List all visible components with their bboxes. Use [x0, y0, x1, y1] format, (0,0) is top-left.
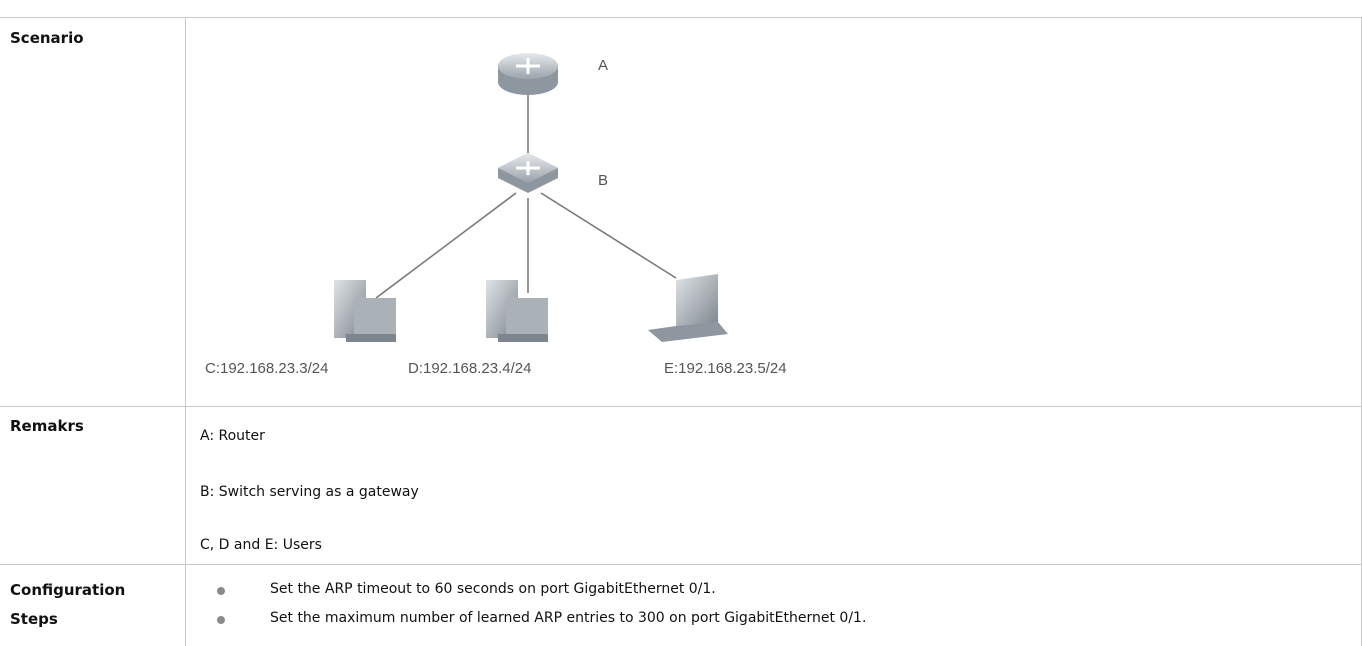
- laptop-icon: [648, 274, 728, 342]
- node-label: A: [598, 57, 608, 74]
- network-diagram: A B C:192.168.23.3/24 D:192.168.23.4/24 …: [205, 53, 787, 377]
- node-label: E:192.168.23.5/24: [664, 360, 787, 377]
- remark-line: B: Switch serving as a gateway: [200, 484, 419, 500]
- step-item: Set the maximum number of learned ARP en…: [270, 610, 867, 626]
- step-item: Set the ARP timeout to 60 seconds on por…: [270, 581, 716, 597]
- remark-line: A: Router: [200, 428, 265, 444]
- row-label: Scenario: [10, 29, 84, 47]
- remark-line: C, D and E: Users: [200, 537, 322, 553]
- router-icon: [498, 53, 558, 95]
- row-border: [0, 564, 1362, 565]
- column-border: [185, 17, 186, 646]
- bullet: [217, 587, 225, 595]
- links: [375, 88, 677, 299]
- row-label: Remakrs: [10, 417, 84, 435]
- row-border: [0, 406, 1362, 407]
- table-border: [0, 17, 1362, 18]
- row-label: Configuration Steps: [10, 581, 126, 628]
- pc-icon: [334, 280, 396, 342]
- bullet: [217, 616, 225, 624]
- pc-icon: [486, 280, 548, 342]
- switch-icon: [498, 153, 558, 193]
- node-label: D:192.168.23.4/24: [408, 360, 531, 377]
- node-label: C:192.168.23.3/24: [205, 360, 328, 377]
- node-label: B: [598, 172, 608, 189]
